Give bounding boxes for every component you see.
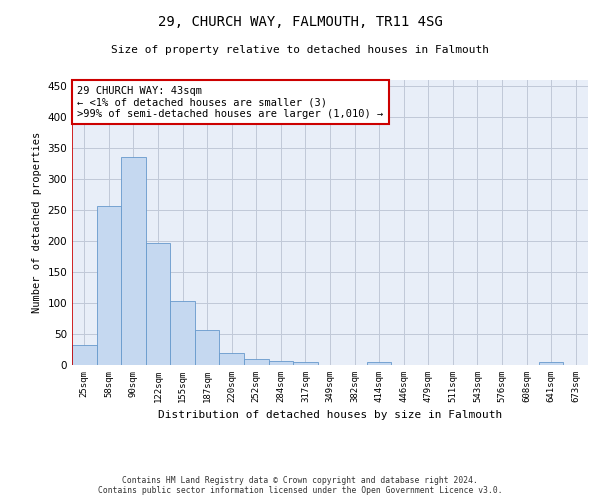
Bar	[269, 362, 293, 365]
Bar	[72, 344, 97, 365]
Bar	[121, 158, 146, 365]
Bar	[244, 359, 269, 365]
Bar	[367, 362, 391, 365]
Bar	[539, 362, 563, 365]
Bar	[97, 206, 121, 365]
Bar	[220, 353, 244, 365]
X-axis label: Distribution of detached houses by size in Falmouth: Distribution of detached houses by size …	[158, 410, 502, 420]
Y-axis label: Number of detached properties: Number of detached properties	[32, 132, 42, 313]
Text: 29, CHURCH WAY, FALMOUTH, TR11 4SG: 29, CHURCH WAY, FALMOUTH, TR11 4SG	[158, 15, 442, 29]
Bar	[195, 330, 220, 365]
Bar	[170, 300, 195, 365]
Text: Size of property relative to detached houses in Falmouth: Size of property relative to detached ho…	[111, 45, 489, 55]
Text: Contains HM Land Registry data © Crown copyright and database right 2024.
Contai: Contains HM Land Registry data © Crown c…	[98, 476, 502, 495]
Bar	[293, 362, 318, 365]
Text: 29 CHURCH WAY: 43sqm
← <1% of detached houses are smaller (3)
>99% of semi-detac: 29 CHURCH WAY: 43sqm ← <1% of detached h…	[77, 86, 383, 119]
Bar	[146, 243, 170, 365]
